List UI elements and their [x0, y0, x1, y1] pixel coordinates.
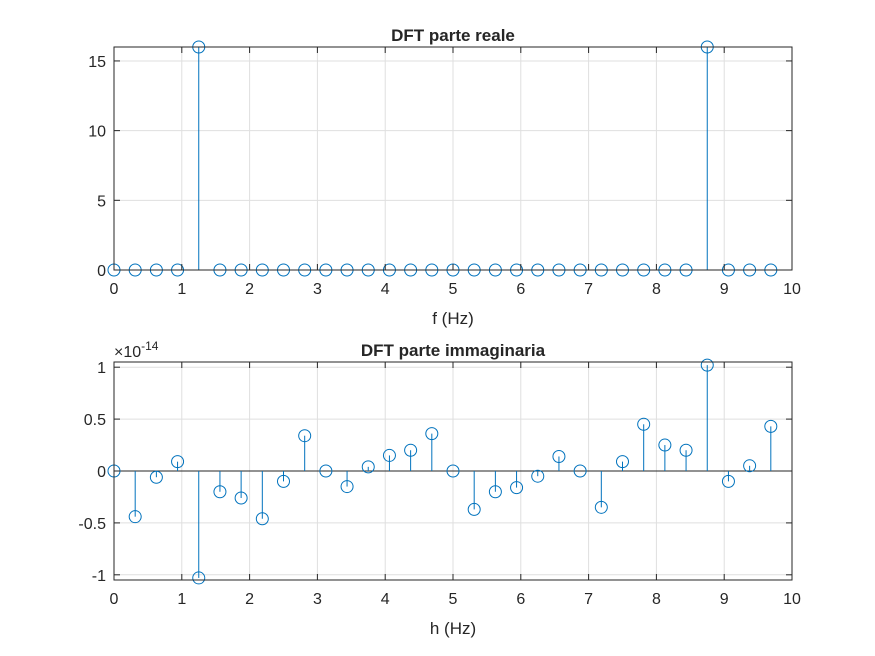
y-ticks-imag: -1 -0.5 0 0.5 1	[78, 360, 792, 585]
stem-marker	[531, 469, 545, 483]
stem-marker	[658, 438, 672, 452]
chart-title-imag: DFT parte immaginaria	[361, 341, 546, 360]
stem-marker	[488, 485, 502, 499]
x-tick-label: 5	[449, 281, 458, 298]
x-tick-label: 8	[652, 591, 661, 608]
stem-marker	[192, 571, 206, 585]
stem-marker	[700, 358, 714, 372]
x-tick-label: 7	[584, 281, 593, 298]
stem-marker	[637, 417, 651, 431]
plot-imaginary-part: 0 1 2 3 4 5 6 7 8 9 10 -1 -0.5 0 0.5 1 ×10-14 DFT part…	[78, 339, 801, 638]
y-tick-label: 0	[97, 464, 106, 481]
stem-marker	[361, 460, 375, 474]
stem-marker	[743, 459, 757, 473]
stem-marker	[510, 481, 524, 495]
x-tick-label: 8	[652, 281, 661, 298]
stem-marker	[679, 443, 693, 457]
x-ticks-imag: 0 1 2 3 4 5 6 7 8 9 10	[110, 362, 801, 608]
stem-marker	[573, 464, 587, 478]
x-tick-label: 3	[313, 591, 322, 608]
stem-marker	[425, 427, 439, 441]
y-tick-label: 5	[97, 193, 106, 210]
chart-title-real: DFT parte reale	[391, 26, 515, 45]
stem-marker	[616, 455, 629, 469]
x-ticks-real: 0 1 2 3 4 5 6 7 8 9 10	[110, 47, 801, 298]
stem-marker	[149, 470, 163, 484]
exponent-base: ×10	[114, 344, 141, 361]
x-tick-label: 7	[584, 591, 593, 608]
x-tick-label: 4	[381, 591, 390, 608]
x-tick-label: 2	[245, 591, 254, 608]
x-tick-label: 6	[516, 281, 525, 298]
stem-marker	[382, 448, 396, 462]
x-tick-label: 0	[110, 591, 119, 608]
stem-marker	[594, 500, 608, 514]
stem-marker	[128, 510, 142, 524]
stems-imag	[107, 358, 792, 585]
y-tick-label: 1	[97, 360, 106, 377]
y-tick-label: 0	[97, 263, 106, 280]
stem-marker	[171, 455, 185, 469]
x-tick-label: 1	[177, 591, 186, 608]
stem-marker	[213, 485, 227, 499]
stem-marker	[319, 464, 333, 478]
y-exponent-label: ×10-14	[114, 339, 159, 361]
stem-marker	[764, 419, 778, 433]
x-tick-label: 6	[516, 591, 525, 608]
grid-real	[113, 47, 793, 271]
plot-real-part: 0 1 2 3 4 5 6 7 8 9 10 0 5 10 15 DFT parte reale f (H…	[88, 26, 801, 328]
y-tick-label: 10	[88, 124, 106, 141]
y-tick-label: -1	[92, 568, 106, 585]
stem-marker	[234, 491, 248, 505]
stem-marker	[552, 449, 566, 463]
axes-box-real	[113, 46, 793, 271]
y-tick-label: 0.5	[84, 412, 106, 429]
x-tick-label: 10	[783, 591, 801, 608]
stem-marker	[404, 443, 418, 457]
stem-marker	[255, 512, 269, 526]
x-tick-label: 9	[720, 281, 729, 298]
stem-marker	[467, 502, 481, 516]
stem-marker	[340, 480, 354, 494]
x-tick-label: 10	[783, 281, 801, 298]
exponent-power: -14	[141, 339, 159, 353]
x-axis-label-real: f (Hz)	[432, 309, 474, 328]
y-tick-label: 15	[88, 54, 106, 71]
y-tick-label: -0.5	[78, 516, 106, 533]
axes-box-imag	[113, 361, 793, 581]
stems-real	[107, 40, 778, 277]
x-tick-label: 3	[313, 281, 322, 298]
x-tick-label: 1	[177, 281, 186, 298]
x-tick-label: 4	[381, 281, 390, 298]
stem-marker	[446, 464, 460, 478]
x-tick-label: 5	[449, 591, 458, 608]
stem-marker	[298, 429, 312, 443]
x-tick-label: 0	[110, 281, 119, 298]
stem-marker	[277, 474, 290, 488]
x-tick-label: 2	[245, 281, 254, 298]
x-axis-label-imag: h (Hz)	[430, 619, 476, 638]
y-ticks-real: 0 5 10 15	[88, 54, 792, 280]
stem-marker	[721, 474, 735, 488]
x-tick-label: 9	[720, 591, 729, 608]
